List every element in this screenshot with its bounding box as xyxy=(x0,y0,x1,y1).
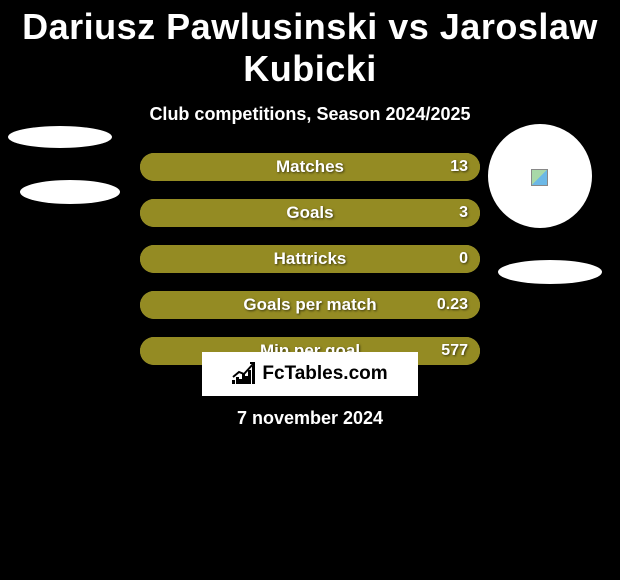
bar-label: Goals per match xyxy=(140,291,480,319)
bar-label: Hattricks xyxy=(140,245,480,273)
fctables-icon xyxy=(232,364,256,384)
page-title: Dariusz Pawlusinski vs Jaroslaw Kubicki xyxy=(0,0,620,90)
player-avatar-right xyxy=(488,124,592,228)
subtitle: Club competitions, Season 2024/2025 xyxy=(0,104,620,125)
broken-image-icon xyxy=(532,170,547,185)
logo-text: FcTables.com xyxy=(262,363,387,385)
date-line: 7 november 2024 xyxy=(0,408,620,429)
left-ellipse-1 xyxy=(20,180,120,204)
fctables-logo: FcTables.com xyxy=(202,352,418,396)
page-root: Dariusz Pawlusinski vs Jaroslaw Kubicki … xyxy=(0,0,620,580)
bar-label: Goals xyxy=(140,199,480,227)
bar-value: 3 xyxy=(459,199,468,227)
stat-row-matches: Matches13 xyxy=(140,153,480,181)
bar-value: 577 xyxy=(441,337,468,365)
right-ellipse xyxy=(498,260,602,284)
stat-row-goals-per-match: Goals per match0.23 xyxy=(140,291,480,319)
logo-line xyxy=(232,364,256,380)
stat-bars: Matches13 Goals3 Hattricks0 Goals per match… xyxy=(140,153,480,383)
left-ellipse-0 xyxy=(8,126,112,148)
bar-value: 13 xyxy=(450,153,468,181)
stat-row-goals: Goals3 xyxy=(140,199,480,227)
bar-label: Matches xyxy=(140,153,480,181)
bar-value: 0 xyxy=(459,245,468,273)
bar-value: 0.23 xyxy=(437,291,468,319)
stat-row-hattricks: Hattricks0 xyxy=(140,245,480,273)
